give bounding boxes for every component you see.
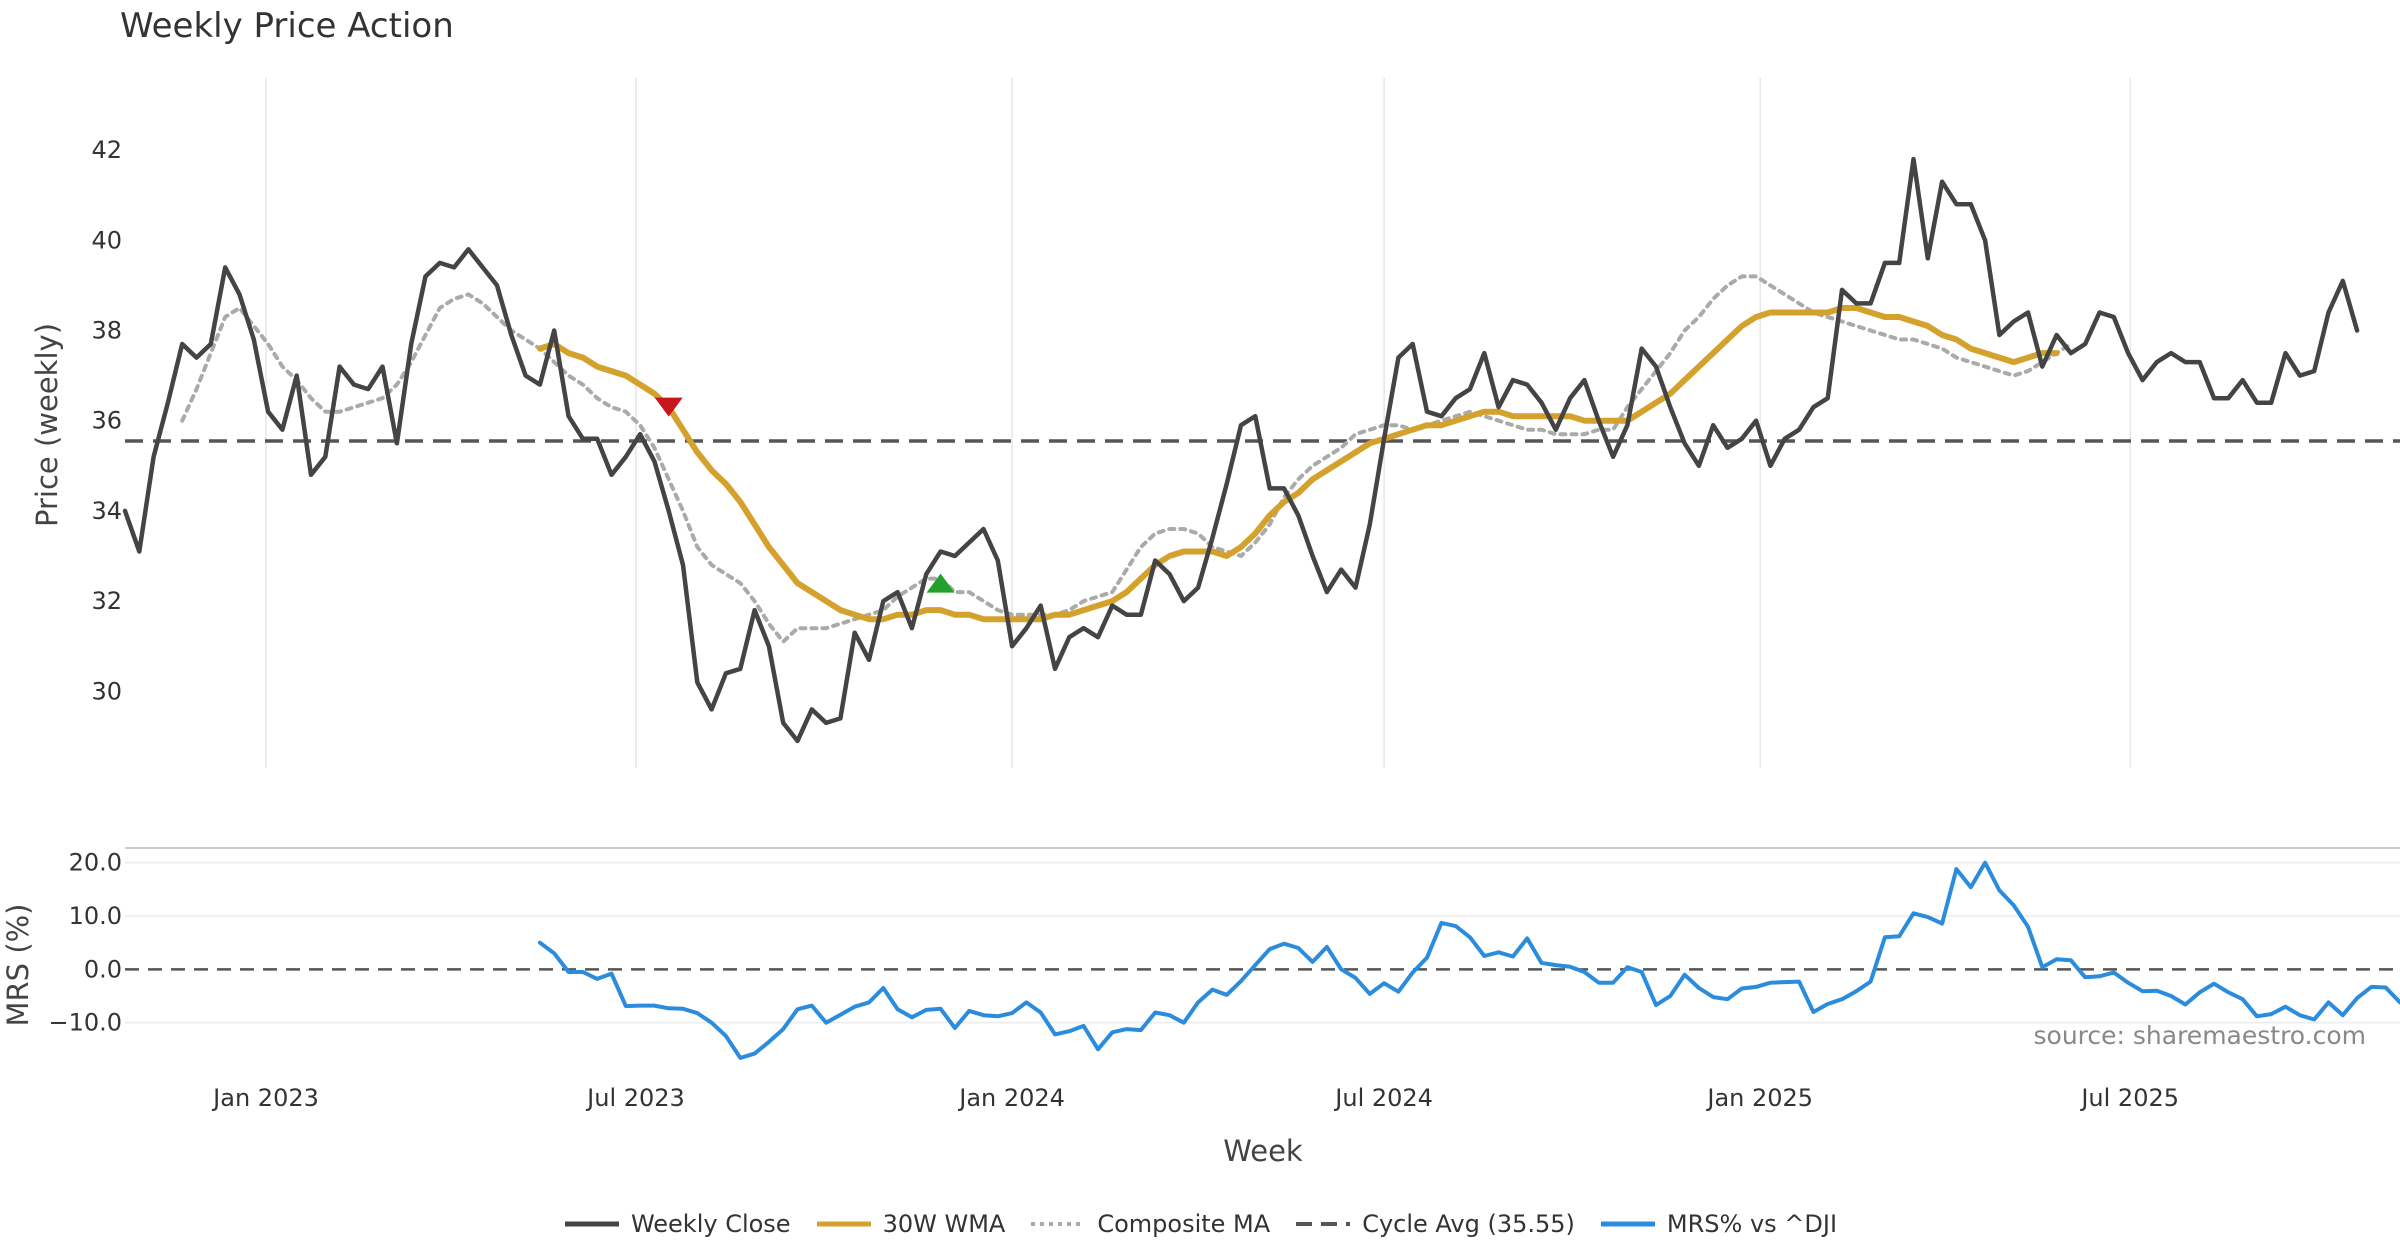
legend: Weekly Close 30W WMA Composite MA Cycle Avg… xyxy=(0,1208,2400,1238)
legend-item-wma: 30W WMA xyxy=(815,1209,1006,1238)
price-axis-label: Price (weekly) xyxy=(30,323,64,527)
axis-labels: Price (weekly) MRS (%) Week xyxy=(1,323,1303,1168)
legend-label: Composite MA xyxy=(1097,1209,1271,1238)
buy-marker xyxy=(926,573,955,593)
legend-swatch xyxy=(1296,1221,1351,1226)
wma-30w-line xyxy=(536,305,2060,623)
mrs-line xyxy=(537,860,2400,1060)
mrs-y-tick-label: 0.0 xyxy=(84,955,122,983)
y-tick-label: 30 xyxy=(91,677,122,705)
x-tick-label: Jan 2023 xyxy=(211,1084,319,1112)
legend-item-mrs: MRS% vs ^DJI xyxy=(1599,1209,1837,1238)
legend-swatch xyxy=(1031,1221,1086,1226)
y-tick-label: 38 xyxy=(91,317,122,345)
legend-swatch xyxy=(564,1221,619,1226)
legend-label: Weekly Close xyxy=(630,1209,791,1238)
x-tick-label: Jul 2024 xyxy=(1333,1084,1433,1112)
legend-item-close: Weekly Close xyxy=(563,1209,791,1238)
signal-markers xyxy=(654,397,955,593)
composite-ma-line xyxy=(180,274,2073,644)
x-axis-label: Week xyxy=(1223,1134,1303,1168)
legend-label: Cycle Avg (35.55) xyxy=(1362,1209,1575,1238)
legend-label: MRS% vs ^DJI xyxy=(1666,1209,1838,1238)
legend-swatch xyxy=(1600,1221,1655,1226)
source-watermark: source: sharemaestro.com xyxy=(2034,1021,2367,1050)
legend-item-cycle: Cycle Avg (35.55) xyxy=(1294,1209,1575,1238)
tick-labels: 30 32 34 36 38 40 42 20.0 10.0 0.0 −10.0 Jan 2023 Ju… xyxy=(48,136,2179,1112)
y-tick-label: 40 xyxy=(91,226,122,254)
mrs-axis-label: MRS (%) xyxy=(1,904,35,1027)
x-tick-label: Jul 2023 xyxy=(585,1084,685,1112)
x-tick-label: Jan 2025 xyxy=(1705,1084,1813,1112)
mrs-y-tick-label: 20.0 xyxy=(69,849,122,877)
gridlines xyxy=(125,78,2400,1024)
legend-item-composite: Composite MA xyxy=(1029,1209,1270,1238)
y-tick-label: 36 xyxy=(91,407,122,435)
mrs-y-tick-label: −10.0 xyxy=(48,1009,122,1037)
y-tick-label: 42 xyxy=(91,136,122,164)
legend-swatch xyxy=(816,1221,871,1226)
mrs-y-tick-label: 10.0 xyxy=(69,902,122,930)
series-lines xyxy=(122,156,2400,1060)
y-tick-label: 34 xyxy=(91,497,122,525)
x-tick-label: Jan 2024 xyxy=(957,1084,1065,1112)
legend-label: 30W WMA xyxy=(882,1209,1006,1238)
sell-marker xyxy=(654,397,683,417)
chart-title: Weekly Price Action xyxy=(120,6,454,46)
weekly-close-line xyxy=(122,156,2360,744)
x-tick-label: Jul 2025 xyxy=(2079,1084,2179,1112)
y-tick-label: 32 xyxy=(91,587,122,615)
